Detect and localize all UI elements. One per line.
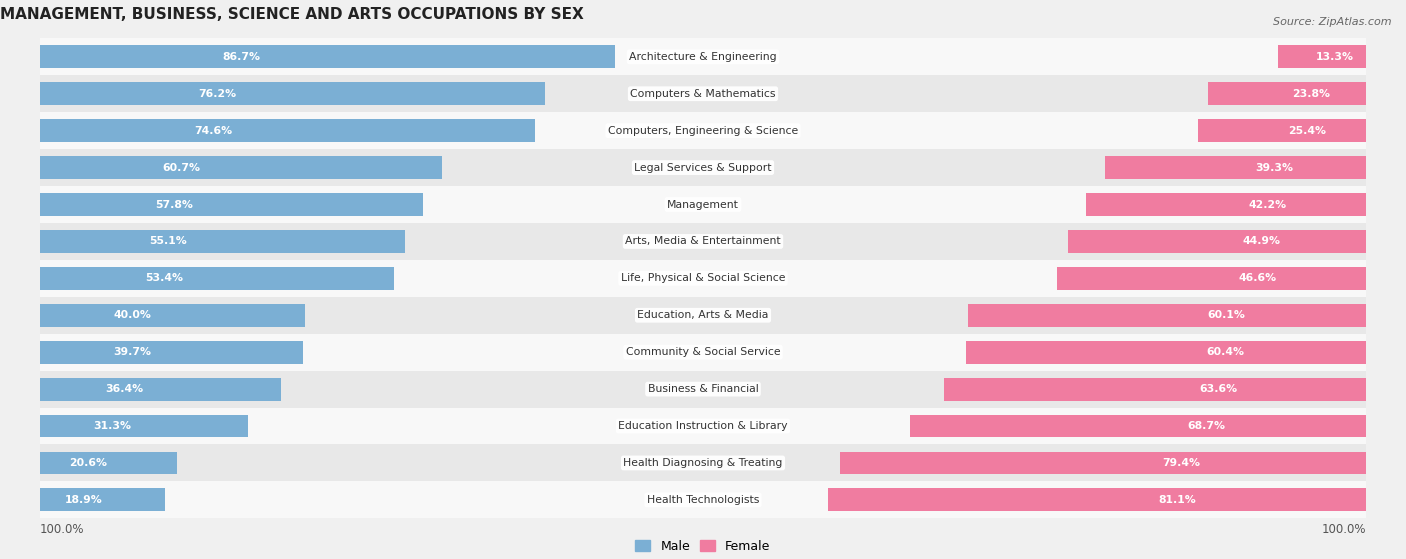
Bar bbox=[41, 267, 394, 290]
Text: 40.0%: 40.0% bbox=[114, 310, 152, 320]
Bar bbox=[41, 489, 166, 511]
Bar bbox=[41, 156, 443, 179]
Text: Health Diagnosing & Treating: Health Diagnosing & Treating bbox=[623, 458, 783, 468]
Bar bbox=[41, 481, 1365, 518]
Bar bbox=[1069, 230, 1365, 253]
Text: 31.3%: 31.3% bbox=[94, 421, 132, 431]
Bar bbox=[1198, 119, 1365, 142]
Text: 46.6%: 46.6% bbox=[1239, 273, 1277, 283]
Text: 86.7%: 86.7% bbox=[222, 52, 260, 62]
Text: 81.1%: 81.1% bbox=[1159, 495, 1197, 505]
Text: 44.9%: 44.9% bbox=[1243, 236, 1281, 247]
Text: 100.0%: 100.0% bbox=[41, 523, 84, 536]
Bar bbox=[41, 223, 1365, 260]
Text: Business & Financial: Business & Financial bbox=[648, 384, 758, 394]
Text: 18.9%: 18.9% bbox=[65, 495, 103, 505]
Text: 13.3%: 13.3% bbox=[1316, 52, 1354, 62]
Text: Community & Social Service: Community & Social Service bbox=[626, 347, 780, 357]
Bar bbox=[41, 75, 1365, 112]
Text: 20.6%: 20.6% bbox=[69, 458, 107, 468]
Bar bbox=[41, 334, 1365, 371]
Bar bbox=[828, 489, 1365, 511]
Text: 60.4%: 60.4% bbox=[1206, 347, 1244, 357]
Text: 76.2%: 76.2% bbox=[198, 89, 236, 99]
Text: Management: Management bbox=[666, 200, 740, 210]
Text: 39.3%: 39.3% bbox=[1256, 163, 1294, 173]
Bar bbox=[1208, 82, 1365, 105]
Bar bbox=[41, 452, 177, 475]
Bar bbox=[41, 341, 304, 364]
Text: 25.4%: 25.4% bbox=[1288, 126, 1326, 136]
Text: 42.2%: 42.2% bbox=[1249, 200, 1286, 210]
Text: 74.6%: 74.6% bbox=[194, 126, 232, 136]
Text: Source: ZipAtlas.com: Source: ZipAtlas.com bbox=[1274, 17, 1392, 27]
Text: 60.7%: 60.7% bbox=[162, 163, 200, 173]
Text: Life, Physical & Social Science: Life, Physical & Social Science bbox=[621, 273, 785, 283]
Bar bbox=[41, 304, 305, 326]
Text: 53.4%: 53.4% bbox=[145, 273, 183, 283]
Bar bbox=[41, 39, 1365, 75]
Text: Education Instruction & Library: Education Instruction & Library bbox=[619, 421, 787, 431]
Text: 57.8%: 57.8% bbox=[155, 200, 193, 210]
Bar bbox=[967, 304, 1365, 326]
Text: Education, Arts & Media: Education, Arts & Media bbox=[637, 310, 769, 320]
Bar bbox=[41, 297, 1365, 334]
Text: 63.6%: 63.6% bbox=[1199, 384, 1237, 394]
Bar bbox=[41, 45, 614, 68]
Bar bbox=[41, 112, 1365, 149]
Bar bbox=[41, 82, 546, 105]
Bar bbox=[41, 408, 1365, 444]
Text: 36.4%: 36.4% bbox=[105, 384, 143, 394]
Text: MANAGEMENT, BUSINESS, SCIENCE AND ARTS OCCUPATIONS BY SEX: MANAGEMENT, BUSINESS, SCIENCE AND ARTS O… bbox=[0, 7, 583, 22]
Bar bbox=[41, 260, 1365, 297]
Bar bbox=[911, 415, 1365, 438]
Legend: Male, Female: Male, Female bbox=[631, 537, 775, 557]
Text: Arts, Media & Entertainment: Arts, Media & Entertainment bbox=[626, 236, 780, 247]
Bar bbox=[1278, 45, 1365, 68]
Bar bbox=[41, 415, 247, 438]
Bar bbox=[945, 378, 1365, 401]
Text: 79.4%: 79.4% bbox=[1163, 458, 1201, 468]
Bar bbox=[41, 378, 281, 401]
Bar bbox=[1087, 193, 1365, 216]
Text: 100.0%: 100.0% bbox=[1322, 523, 1365, 536]
Bar bbox=[41, 444, 1365, 481]
Bar bbox=[1057, 267, 1365, 290]
Bar bbox=[41, 230, 405, 253]
Bar bbox=[41, 371, 1365, 408]
Text: Architecture & Engineering: Architecture & Engineering bbox=[630, 52, 776, 62]
Text: Computers & Mathematics: Computers & Mathematics bbox=[630, 89, 776, 99]
Text: 60.1%: 60.1% bbox=[1208, 310, 1246, 320]
Text: 39.7%: 39.7% bbox=[114, 347, 152, 357]
Text: Computers, Engineering & Science: Computers, Engineering & Science bbox=[607, 126, 799, 136]
Text: 68.7%: 68.7% bbox=[1188, 421, 1226, 431]
Text: 23.8%: 23.8% bbox=[1292, 89, 1330, 99]
Bar bbox=[41, 149, 1365, 186]
Bar bbox=[839, 452, 1365, 475]
Bar bbox=[966, 341, 1365, 364]
Bar bbox=[41, 193, 423, 216]
Text: Legal Services & Support: Legal Services & Support bbox=[634, 163, 772, 173]
Text: Health Technologists: Health Technologists bbox=[647, 495, 759, 505]
Bar bbox=[41, 186, 1365, 223]
Bar bbox=[41, 119, 534, 142]
Bar bbox=[1105, 156, 1365, 179]
Text: 55.1%: 55.1% bbox=[149, 236, 187, 247]
